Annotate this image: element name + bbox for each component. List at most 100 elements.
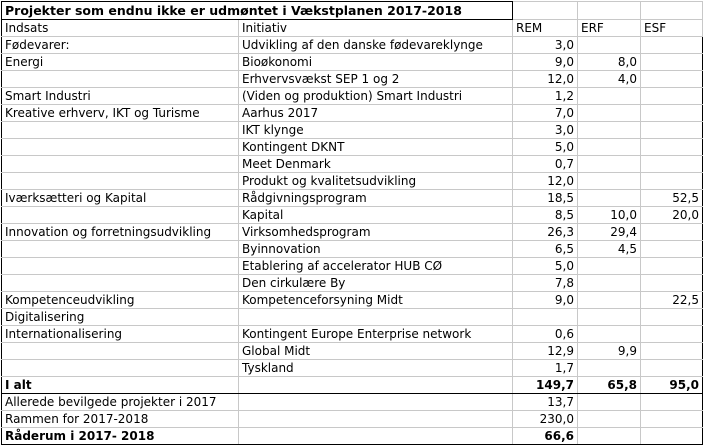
cell-erf[interactable] <box>577 393 641 411</box>
header-indsats[interactable]: Indsats <box>1 19 239 37</box>
cell-indsats[interactable]: Iværksætteri og Kapital <box>1 189 239 207</box>
header-rem[interactable]: REM <box>512 19 578 37</box>
cell-rem[interactable]: 13,7 <box>512 393 578 411</box>
cell-rem[interactable]: 66,6 <box>512 427 578 445</box>
cell-esf[interactable]: 20,0 <box>640 206 703 224</box>
cell-esf[interactable] <box>640 427 703 445</box>
cell-esf[interactable] <box>640 393 703 411</box>
cell-indsats[interactable] <box>1 138 239 156</box>
cell-initiativ[interactable]: Produkt og kvalitetsudvikling <box>238 172 513 190</box>
cell-indsats[interactable] <box>1 172 239 190</box>
cell-indsats[interactable] <box>1 342 239 360</box>
cell-esf[interactable] <box>640 121 703 139</box>
cell-erf[interactable] <box>577 36 641 54</box>
cell-initiativ[interactable]: Udvikling af den danske fødevareklynge <box>238 36 513 54</box>
cell-esf[interactable] <box>640 325 703 343</box>
cell-rem[interactable]: 1,7 <box>512 359 578 377</box>
cell-rem[interactable]: 230,0 <box>512 410 578 428</box>
cell-rem[interactable]: 0,7 <box>512 155 578 173</box>
table-title[interactable]: Projekter som endnu ikke er udmøntet i V… <box>1 1 513 20</box>
cell-esf[interactable] <box>640 172 703 190</box>
cell-indsats[interactable]: Fødevarer: <box>1 36 239 54</box>
cell-erf[interactable] <box>577 189 641 207</box>
header-esf[interactable]: ESF <box>640 19 703 37</box>
cell-erf[interactable] <box>577 257 641 275</box>
cell-erf[interactable] <box>577 359 641 377</box>
cell-esf[interactable] <box>640 257 703 275</box>
cell-initiativ[interactable]: IKT klynge <box>238 121 513 139</box>
cell-esf[interactable] <box>640 359 703 377</box>
cell-indsats[interactable]: Kompetenceudvikling <box>1 291 239 309</box>
cell-indsats[interactable] <box>1 206 239 224</box>
cell-indsats[interactable]: Innovation og forretningsudvikling <box>1 223 239 241</box>
cell-esf[interactable] <box>640 240 703 258</box>
cell-initiativ[interactable]: Tyskland <box>238 359 513 377</box>
cell-rem[interactable]: 9,0 <box>512 53 578 71</box>
cell-rem[interactable]: 12,0 <box>512 70 578 88</box>
cell-rem[interactable]: 7,8 <box>512 274 578 292</box>
cell-rem[interactable]: 5,0 <box>512 138 578 156</box>
cell-esf[interactable] <box>640 223 703 241</box>
cell-initiativ[interactable]: Meet Denmark <box>238 155 513 173</box>
cell-erf[interactable] <box>577 104 641 122</box>
cell-initiativ[interactable] <box>238 308 513 326</box>
cell-initiativ[interactable]: Byinnovation <box>238 240 513 258</box>
cell-initiativ[interactable]: Erhvervsvækst SEP 1 og 2 <box>238 70 513 88</box>
cell-rem[interactable]: 12,9 <box>512 342 578 360</box>
cell-erf[interactable] <box>577 87 641 105</box>
cell-erf[interactable] <box>577 172 641 190</box>
cell[interactable] <box>640 1 703 20</box>
cell-initiativ[interactable]: Kapital <box>238 206 513 224</box>
cell-erf[interactable]: 10,0 <box>577 206 641 224</box>
cell-erf[interactable]: 65,8 <box>577 376 641 394</box>
cell-esf[interactable] <box>640 410 703 428</box>
cell-esf[interactable] <box>640 70 703 88</box>
cell-esf[interactable] <box>640 308 703 326</box>
cell-esf[interactable]: 52,5 <box>640 189 703 207</box>
cell-erf[interactable] <box>577 274 641 292</box>
cell-esf[interactable] <box>640 274 703 292</box>
cell-rem[interactable]: 12,0 <box>512 172 578 190</box>
cell-indsats[interactable]: Råderum i 2017- 2018 <box>1 427 239 445</box>
cell-indsats[interactable] <box>1 155 239 173</box>
cell-esf[interactable] <box>640 104 703 122</box>
cell-erf[interactable] <box>577 155 641 173</box>
cell-initiativ[interactable]: Aarhus 2017 <box>238 104 513 122</box>
cell-erf[interactable]: 8,0 <box>577 53 641 71</box>
cell-erf[interactable] <box>577 308 641 326</box>
cell-rem[interactable]: 0,6 <box>512 325 578 343</box>
cell-rem[interactable] <box>512 308 578 326</box>
cell-indsats[interactable]: I alt <box>1 376 239 394</box>
cell-rem[interactable]: 18,5 <box>512 189 578 207</box>
cell-initiativ[interactable]: Virksomhedsprogram <box>238 223 513 241</box>
cell-indsats[interactable]: Rammen for 2017-2018 <box>1 410 239 428</box>
header-initiativ[interactable]: Initiativ <box>238 19 513 37</box>
cell-indsats[interactable] <box>1 359 239 377</box>
cell-erf[interactable]: 4,5 <box>577 240 641 258</box>
cell-indsats[interactable]: Digitalisering <box>1 308 239 326</box>
cell-initiativ[interactable]: Kontingent Europe Enterprise network <box>238 325 513 343</box>
cell-initiativ[interactable]: Global Midt <box>238 342 513 360</box>
cell-indsats[interactable] <box>1 274 239 292</box>
cell-esf[interactable]: 95,0 <box>640 376 703 394</box>
cell-esf[interactable] <box>640 53 703 71</box>
cell-esf[interactable]: 22,5 <box>640 291 703 309</box>
cell-indsats[interactable]: Internationalisering <box>1 325 239 343</box>
cell-initiativ[interactable]: Etablering af accelerator HUB CØ <box>238 257 513 275</box>
cell-erf[interactable] <box>577 121 641 139</box>
header-erf[interactable]: ERF <box>577 19 641 37</box>
cell-initiativ[interactable]: (Viden og produktion) Smart Industri <box>238 87 513 105</box>
cell[interactable] <box>577 1 641 20</box>
cell-indsats[interactable]: Energi <box>1 53 239 71</box>
cell-rem[interactable]: 1,2 <box>512 87 578 105</box>
cell-erf[interactable]: 4,0 <box>577 70 641 88</box>
cell-initiativ[interactable]: Bioøkonomi <box>238 53 513 71</box>
cell-initiativ[interactable]: Den cirkulære By <box>238 274 513 292</box>
cell[interactable] <box>512 1 578 20</box>
cell-erf[interactable] <box>577 427 641 445</box>
cell-rem[interactable]: 3,0 <box>512 121 578 139</box>
cell-esf[interactable] <box>640 138 703 156</box>
cell-indsats[interactable]: Allerede bevilgede projekter i 2017 <box>1 393 239 411</box>
cell-initiativ[interactable] <box>238 393 513 411</box>
cell-rem[interactable]: 149,7 <box>512 376 578 394</box>
